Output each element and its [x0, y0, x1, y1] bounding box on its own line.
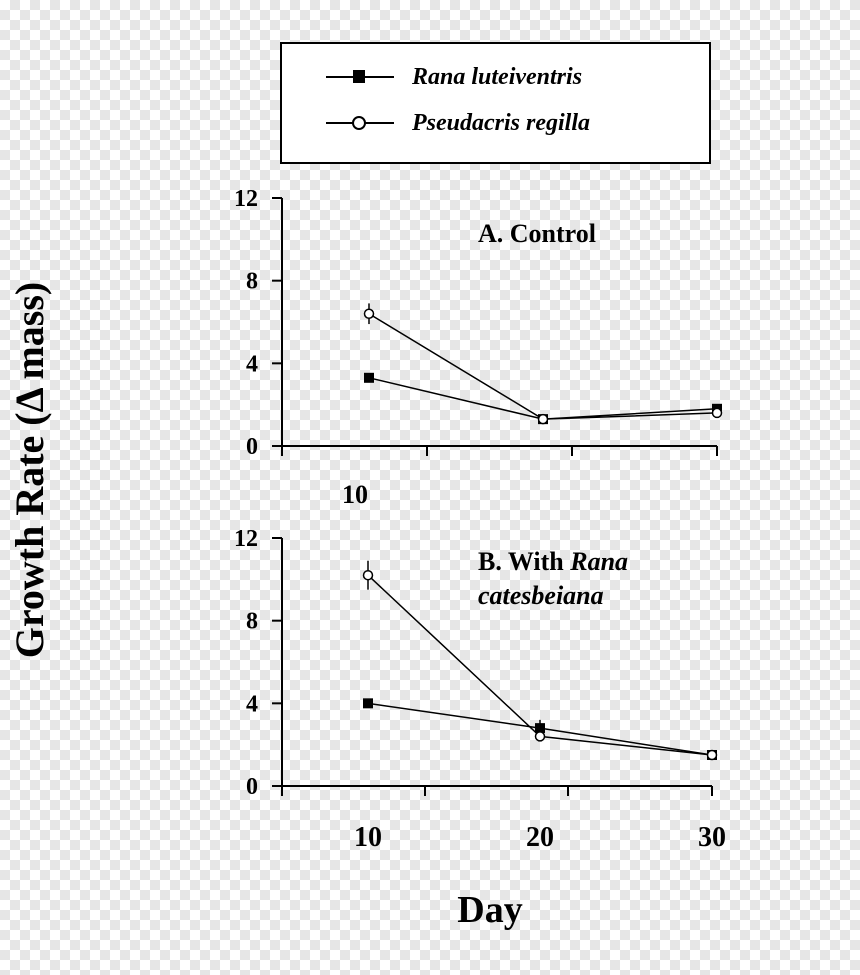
data-point-rana-luteiventris-b [363, 698, 373, 709]
y-tick-label-b: 12 [234, 526, 258, 552]
data-point-rana-luteiventris-a [364, 372, 374, 383]
y-tick-label-b: 4 [246, 691, 258, 717]
filled-square-marker-icon [353, 70, 365, 83]
open-circle-marker-icon [352, 116, 366, 130]
y-tick-label-a: 4 [246, 351, 258, 377]
data-point-pseudacris-regilla-a [363, 308, 375, 319]
stray-tick-label: 10 [342, 480, 368, 509]
data-point-pseudacris-regilla-a [537, 413, 549, 425]
series-line-rana-luteiventris-a [368, 377, 718, 420]
x-axis-label: Day [457, 889, 523, 931]
x-tick-label-b: 20 [526, 822, 554, 853]
legend: Rana luteiventris Pseudacris regilla [280, 42, 711, 164]
y-tick-label-b: 8 [246, 609, 258, 635]
panel-title-a: A. Control [478, 219, 596, 248]
legend-entry-rana-luteiventris: Rana luteiventris [326, 62, 706, 92]
panel-title-line2-b: catesbeiana [478, 581, 604, 610]
data-point-pseudacris-regilla-a [711, 407, 723, 419]
y-tick-label-b: 0 [246, 774, 258, 800]
x-tick-label-b: 30 [698, 822, 726, 853]
data-point-pseudacris-regilla-b [706, 749, 718, 761]
legend-label: Pseudacris regilla [412, 110, 590, 136]
series-line-pseudacris-regilla-a [368, 313, 718, 420]
y-tick-label-a: 12 [234, 186, 258, 212]
x-tick-label-b: 10 [354, 822, 382, 853]
y-tick-label-a: 0 [246, 434, 258, 460]
data-point-pseudacris-regilla-b [534, 731, 546, 742]
y-tick-label-a: 8 [246, 269, 258, 295]
legend-entry-pseudacris-regilla: Pseudacris regilla [326, 108, 706, 138]
data-point-rana-luteiventris-b [535, 723, 545, 734]
data-point-pseudacris-regilla-b [362, 569, 374, 581]
panel-title-b: B. With Rana [478, 547, 628, 576]
legend-label: Rana luteiventris [412, 64, 583, 90]
